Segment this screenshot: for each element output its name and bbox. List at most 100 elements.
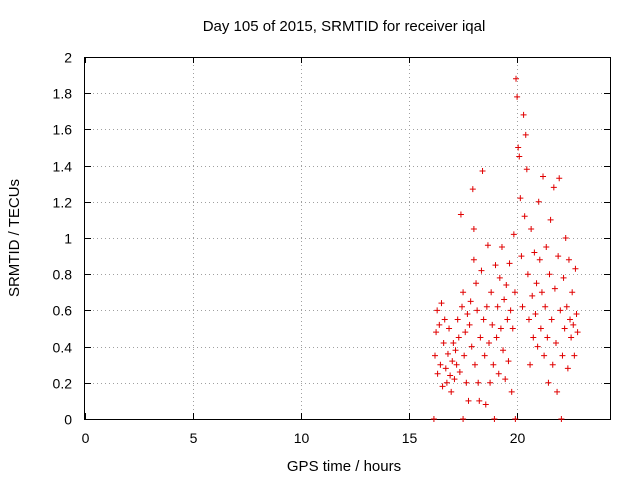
data-point	[494, 303, 501, 310]
data-point	[486, 339, 493, 346]
data-point	[457, 211, 464, 218]
grid-lines	[85, 57, 610, 419]
data-point	[433, 329, 440, 336]
data-point	[549, 361, 556, 368]
data-point	[503, 282, 510, 289]
chart-title: Day 105 of 2015, SRMTID for receiver iqa…	[203, 18, 486, 35]
data-point	[560, 274, 567, 281]
data-point	[440, 339, 447, 346]
data-point	[520, 111, 527, 118]
data-point	[450, 339, 457, 346]
y-tick-label: 1.4	[53, 159, 73, 175]
data-point	[542, 303, 549, 310]
data-point	[461, 352, 468, 359]
data-point	[465, 397, 472, 404]
x-tick-label: 10	[294, 430, 310, 446]
data-point	[493, 334, 500, 341]
data-point	[513, 75, 520, 82]
data-point	[554, 388, 561, 395]
data-point	[510, 231, 517, 238]
data-point	[528, 225, 535, 232]
data-point	[537, 325, 544, 332]
data-point	[511, 289, 518, 296]
data-point	[509, 325, 516, 332]
data-point	[487, 379, 494, 386]
data-point	[516, 153, 523, 160]
data-point	[570, 321, 577, 328]
data-point	[529, 292, 536, 299]
y-tick-labels: 0 0.2 0.4 0.6 0.8 1 1.2 1.4 1.6 1.8 2	[53, 50, 73, 428]
data-point	[522, 131, 529, 138]
data-point	[552, 339, 559, 346]
data-point	[508, 388, 515, 395]
data-point	[532, 311, 539, 318]
data-point	[567, 316, 574, 323]
data-point	[490, 361, 497, 368]
data-point	[491, 416, 498, 422]
data-point	[481, 352, 488, 359]
data-point	[454, 316, 461, 323]
x-tick-label: 15	[402, 430, 418, 446]
data-point	[479, 168, 486, 175]
data-point	[467, 298, 474, 305]
plot-frame	[84, 57, 611, 420]
data-point	[534, 343, 541, 350]
data-point	[447, 372, 454, 379]
data-point	[492, 262, 499, 269]
data-point	[514, 93, 521, 100]
data-point	[434, 370, 441, 377]
data-point	[456, 368, 463, 375]
data-point	[434, 307, 441, 314]
x-tick-label: 20	[510, 430, 526, 446]
data-point	[460, 416, 467, 422]
y-tick-label: 2	[64, 50, 72, 66]
data-point	[477, 334, 484, 341]
data-point	[558, 416, 565, 422]
data-point	[468, 343, 475, 350]
data-point	[478, 267, 485, 274]
x-axis-label: GPS time / hours	[287, 458, 401, 475]
data-point	[432, 352, 438, 359]
data-point	[439, 383, 446, 390]
data-point	[471, 361, 478, 368]
data-point	[502, 376, 509, 383]
data-point	[452, 347, 459, 354]
data-point	[462, 329, 469, 336]
data-point	[533, 280, 540, 287]
data-point	[483, 303, 490, 310]
data-point	[559, 352, 566, 359]
data-point	[562, 235, 569, 241]
data-point	[480, 316, 487, 323]
data-point	[561, 325, 568, 332]
data-point	[504, 316, 511, 323]
data-point	[519, 303, 526, 310]
data-point	[530, 334, 537, 341]
data-point	[441, 316, 448, 323]
data-point	[571, 352, 578, 359]
data-point	[563, 303, 570, 310]
data-point	[545, 379, 552, 386]
data-point	[430, 416, 437, 422]
data-point	[453, 361, 460, 368]
data-point	[506, 260, 513, 267]
data-point	[464, 311, 471, 318]
data-point	[546, 271, 553, 278]
data-point	[538, 289, 545, 296]
data-point	[543, 244, 550, 251]
data-point	[496, 274, 503, 281]
data-point	[444, 350, 451, 357]
data-point	[451, 376, 458, 383]
data-point	[459, 303, 466, 310]
data-point	[535, 198, 542, 205]
data-point	[525, 316, 532, 323]
y-tick-label: 0	[64, 412, 72, 428]
y-axis-label: SRMTID / TECUs	[6, 179, 23, 297]
data-point	[536, 256, 543, 263]
data-point	[547, 216, 554, 223]
data-point	[438, 300, 445, 307]
data-points	[430, 75, 581, 422]
data-point	[488, 289, 495, 296]
data-point	[484, 242, 491, 249]
data-point	[489, 321, 496, 328]
